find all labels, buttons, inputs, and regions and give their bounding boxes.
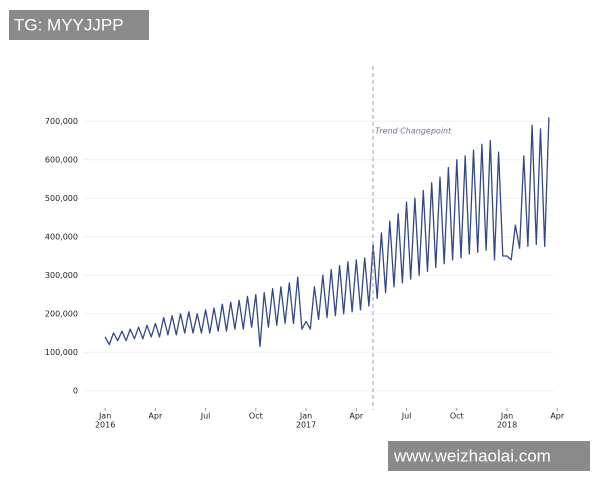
x-tick-label: Apr xyxy=(148,412,163,421)
y-tick-label: 0 xyxy=(73,386,78,395)
year-label: 2018 xyxy=(497,421,517,430)
x-tick-label: Jul xyxy=(200,412,211,421)
annotation: Trend Changepoint xyxy=(375,127,452,136)
x-tick-label: Jul xyxy=(401,412,412,421)
data-line xyxy=(104,117,550,348)
year-label: 2017 xyxy=(296,421,316,430)
watermark-box xyxy=(9,10,149,40)
y-tick-label: 300,000 xyxy=(45,271,78,280)
x-tick-label: Oct xyxy=(249,412,263,421)
y-tick-label: 200,000 xyxy=(45,309,78,318)
x-tick-label: Jan xyxy=(500,412,513,421)
y-tick-label: 500,000 xyxy=(45,194,78,203)
y-tick-label: 700,000 xyxy=(45,117,78,126)
x-tick-label: Apr xyxy=(349,412,364,421)
y-tick-label: 400,000 xyxy=(45,232,78,241)
watermark: www.weizhaolai.com xyxy=(393,446,551,465)
y-tick-label: 600,000 xyxy=(45,155,78,164)
watermark: TG: MYYJJPP xyxy=(14,15,124,34)
x-tick-label: Oct xyxy=(450,412,464,421)
x-tick-label: Jan xyxy=(299,412,312,421)
y-tick-label: 100,000 xyxy=(45,348,78,357)
x-tick-label: Apr xyxy=(550,412,565,421)
watermark-box xyxy=(388,441,590,471)
year-label: 2016 xyxy=(95,421,115,430)
x-tick-label: Jan xyxy=(98,412,111,421)
